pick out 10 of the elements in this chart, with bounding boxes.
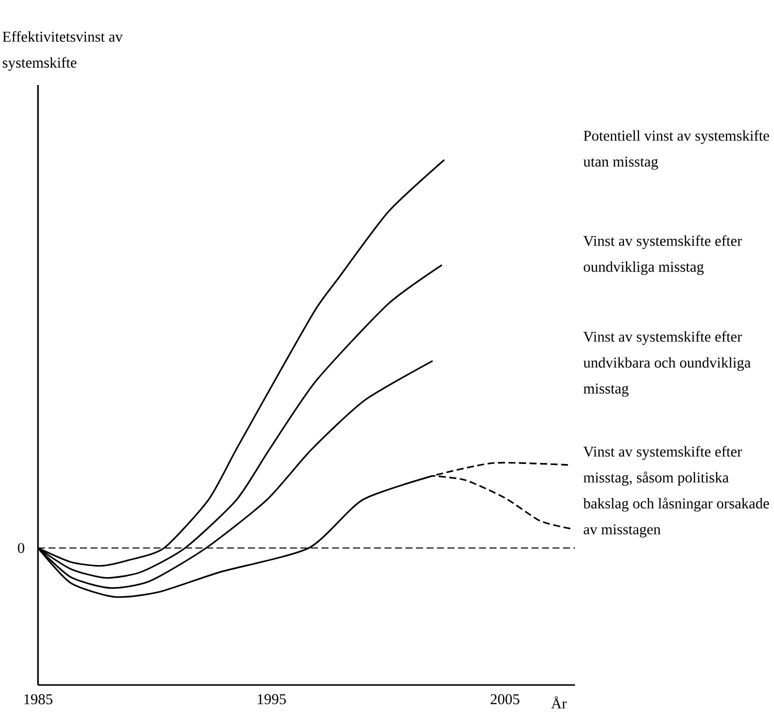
ref-line-label: 0 xyxy=(18,542,24,554)
x-axis-title: År xyxy=(551,696,567,708)
text: Vinst av systemskifte efter undvikbara och oundvikliga misstag xyxy=(583,331,751,397)
text: Vinst av systemskifte efter misstag, såsom politiska bakslag och låsningar orsakade av misstagen xyxy=(583,446,770,538)
x-tick-label: 1995 xyxy=(258,694,286,704)
text: Potentiell vinst av systemskifte utan misstag xyxy=(583,130,770,170)
text: Effektivitetsvinst av systemskifte xyxy=(2,31,123,71)
text: Vinst av systemskifte efter oundvikliga misstag xyxy=(583,235,742,275)
x-tick-label: 2005 xyxy=(490,694,520,704)
x-tick-label: 1985 xyxy=(24,694,52,704)
